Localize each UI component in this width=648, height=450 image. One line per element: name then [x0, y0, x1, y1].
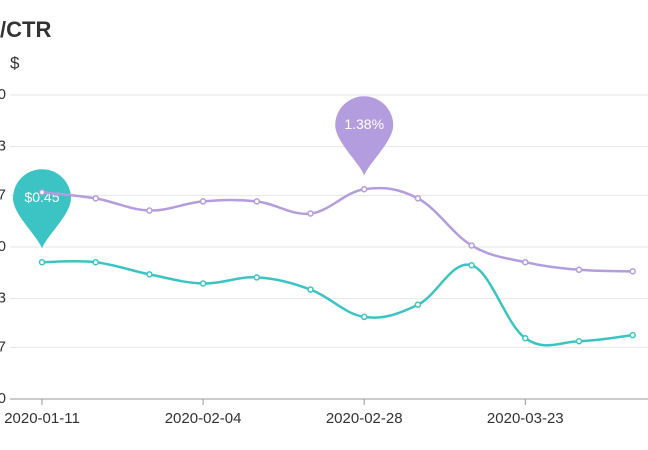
point — [38, 189, 46, 196]
point — [468, 261, 475, 269]
chart-title: /CTR — [0, 17, 51, 42]
point — [468, 242, 475, 249]
point — [253, 274, 261, 281]
point — [92, 195, 99, 202]
point — [522, 258, 529, 266]
point — [522, 334, 529, 342]
data-label: 1.38% — [344, 116, 384, 132]
point — [146, 271, 153, 278]
point — [360, 185, 368, 193]
point — [414, 301, 422, 309]
point — [575, 266, 583, 274]
y-tick-label: 0.67 — [0, 186, 6, 203]
point — [92, 258, 99, 266]
point — [38, 258, 46, 266]
point — [360, 313, 368, 321]
point — [629, 331, 636, 339]
point — [253, 198, 261, 205]
point — [414, 195, 422, 202]
y-tick-label: 0.00 — [0, 390, 6, 407]
y-tick-label: 0.50 — [0, 238, 6, 255]
y-tick-label: 0.83 — [0, 138, 6, 155]
point — [199, 280, 207, 287]
pin — [335, 96, 394, 176]
y-tick-label: 0.17 — [0, 338, 6, 355]
y-tick-label: 0.33 — [0, 290, 6, 307]
point — [307, 210, 314, 217]
pin — [13, 169, 71, 249]
line — [41, 186, 633, 273]
x-tick-label: 2020-02-04 — [165, 410, 242, 427]
point — [146, 207, 153, 214]
point — [629, 268, 636, 275]
point — [575, 337, 583, 345]
y-tick-label: 1.00 — [0, 86, 6, 103]
x-tick-label: 2020-02-28 — [326, 410, 403, 427]
line — [41, 259, 633, 347]
point — [199, 198, 207, 205]
point — [307, 286, 314, 293]
x-tick-label: 2020-03-23 — [487, 410, 564, 427]
y-axis-label: $ — [10, 53, 20, 72]
x-tick-label: 2020-01-11 — [4, 410, 80, 427]
